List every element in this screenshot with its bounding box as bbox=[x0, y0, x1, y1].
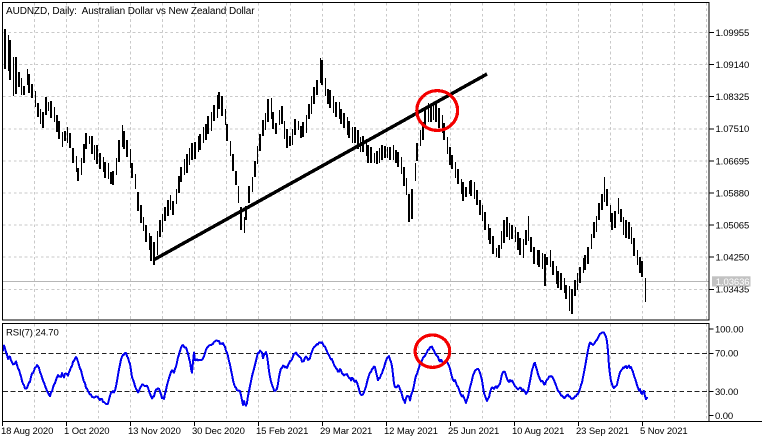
svg-text:30.00: 30.00 bbox=[715, 387, 738, 398]
svg-text:30 Dec 2020: 30 Dec 2020 bbox=[192, 426, 245, 437]
svg-text:1.09140: 1.09140 bbox=[716, 60, 750, 71]
svg-text:25 Jun 2021: 25 Jun 2021 bbox=[448, 426, 499, 437]
svg-text:1.09955: 1.09955 bbox=[716, 28, 750, 39]
svg-text:1.06695: 1.06695 bbox=[716, 156, 750, 167]
svg-text:18 Aug 2020: 18 Aug 2020 bbox=[1, 426, 53, 437]
svg-text:AUDNZD, Daily: Australian Dol: AUDNZD, Daily: Australian Dollar vs New … bbox=[6, 6, 255, 17]
svg-text:5 Nov 2021: 5 Nov 2021 bbox=[640, 426, 688, 437]
svg-text:1.04250: 1.04250 bbox=[716, 253, 750, 264]
svg-text:RSI(7) 24.70: RSI(7) 24.70 bbox=[6, 327, 59, 338]
svg-text:1.03636: 1.03636 bbox=[716, 277, 750, 288]
svg-text:13 Nov 2020: 13 Nov 2020 bbox=[128, 426, 181, 437]
svg-text:100.00: 100.00 bbox=[715, 324, 743, 335]
svg-text:1.03435: 1.03435 bbox=[716, 285, 750, 296]
svg-text:12 May 2021: 12 May 2021 bbox=[384, 426, 438, 437]
svg-text:23 Sep 2021: 23 Sep 2021 bbox=[576, 426, 629, 437]
svg-text:1.05880: 1.05880 bbox=[716, 188, 750, 199]
svg-text:10 Aug 2021: 10 Aug 2021 bbox=[512, 426, 564, 437]
svg-text:0.00: 0.00 bbox=[715, 411, 733, 422]
svg-text:15 Feb 2021: 15 Feb 2021 bbox=[256, 426, 308, 437]
svg-text:1.07510: 1.07510 bbox=[716, 124, 750, 135]
svg-text:70.00: 70.00 bbox=[715, 349, 738, 360]
svg-text:1 Oct 2020: 1 Oct 2020 bbox=[64, 426, 109, 437]
svg-text:1.08325: 1.08325 bbox=[716, 92, 750, 103]
svg-text:29 Mar 2021: 29 Mar 2021 bbox=[320, 426, 372, 437]
svg-text:1.05065: 1.05065 bbox=[716, 221, 750, 232]
